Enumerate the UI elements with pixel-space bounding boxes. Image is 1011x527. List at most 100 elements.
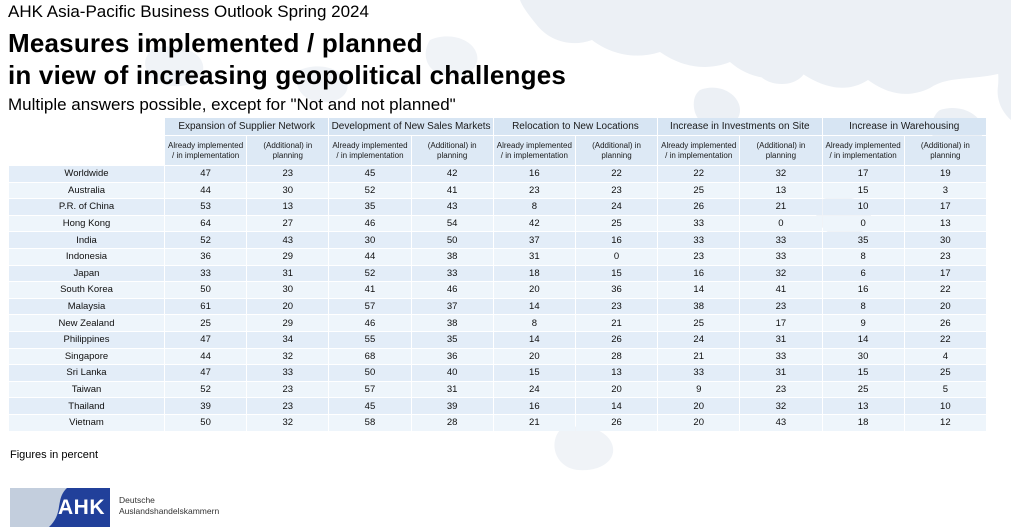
value-cell: 9 xyxy=(658,381,740,398)
value-cell: 26 xyxy=(575,414,658,431)
value-cell: 16 xyxy=(493,166,575,182)
value-cell: 20 xyxy=(575,381,658,398)
value-cell: 6 xyxy=(822,265,904,282)
value-cell: 23 xyxy=(740,298,822,315)
value-cell: 3 xyxy=(904,182,986,199)
value-cell: 31 xyxy=(247,265,329,282)
value-cell: 37 xyxy=(493,232,575,248)
value-cell: 23 xyxy=(247,166,329,182)
value-cell: 35 xyxy=(329,199,411,215)
value-cell: 10 xyxy=(904,398,986,414)
value-cell: 17 xyxy=(904,265,986,282)
value-cell: 30 xyxy=(247,282,329,298)
value-cell: 26 xyxy=(575,331,658,348)
value-cell: 16 xyxy=(575,232,658,248)
value-cell: 33 xyxy=(740,248,822,265)
value-cell: 61 xyxy=(165,298,247,315)
logo-org-name: Deutsche Auslandshandelskammern xyxy=(119,488,219,516)
value-cell: 30 xyxy=(822,348,904,365)
table-row: Australia 44 30 52 41 23 23 25 13 15 3 xyxy=(9,182,986,199)
country-label: Singapore xyxy=(9,348,164,365)
country-label: India xyxy=(9,232,164,248)
table-row: Hong Kong 64 27 46 54 42 25 33 0 0 13 xyxy=(9,215,986,232)
value-cell: 46 xyxy=(329,315,411,331)
value-cell: 14 xyxy=(493,298,575,315)
value-cell: 52 xyxy=(329,182,411,199)
table-row: P.R. of China 53 13 35 43 8 24 26 21 10 17 xyxy=(9,199,986,215)
value-cell: 20 xyxy=(658,398,740,414)
value-cell: 50 xyxy=(165,414,247,431)
value-cell: 46 xyxy=(411,282,493,298)
table-row: Indonesia 36 29 44 38 31 0 23 33 8 23 xyxy=(9,248,986,265)
value-cell: 44 xyxy=(165,182,247,199)
value-cell: 50 xyxy=(411,232,493,248)
column-group-header: Increase in Warehousing xyxy=(822,118,986,135)
value-cell: 35 xyxy=(411,331,493,348)
value-cell: 17 xyxy=(904,199,986,215)
logo-swoosh-graphic xyxy=(10,488,110,527)
value-cell: 44 xyxy=(329,248,411,265)
value-cell: 0 xyxy=(740,215,822,232)
value-cell: 0 xyxy=(822,215,904,232)
value-cell: 38 xyxy=(411,315,493,331)
country-label: Vietnam xyxy=(9,414,164,431)
country-label: Thailand xyxy=(9,398,164,414)
value-cell: 34 xyxy=(247,331,329,348)
value-cell: 21 xyxy=(658,348,740,365)
value-cell: 20 xyxy=(247,298,329,315)
subheader-planned: (Additional) in planning xyxy=(411,136,493,165)
value-cell: 25 xyxy=(575,215,658,232)
corner-cell xyxy=(9,136,164,165)
value-cell: 15 xyxy=(493,365,575,381)
subheader-implemented: Already implemented / in implementation xyxy=(658,136,740,165)
value-cell: 52 xyxy=(165,232,247,248)
subheader-implemented: Already implemented / in implementation xyxy=(822,136,904,165)
column-group-header: Increase in Investments on Site xyxy=(658,118,822,135)
value-cell: 18 xyxy=(493,265,575,282)
value-cell: 33 xyxy=(658,215,740,232)
value-cell: 41 xyxy=(329,282,411,298)
country-label: Philippines xyxy=(9,331,164,348)
country-label: Sri Lanka xyxy=(9,365,164,381)
column-group-header: Relocation to New Locations xyxy=(493,118,658,135)
value-cell: 13 xyxy=(247,199,329,215)
footer-note: Figures in percent xyxy=(10,449,99,461)
value-cell: 25 xyxy=(658,182,740,199)
table-row: Sri Lanka 47 33 50 40 15 13 33 31 15 25 xyxy=(9,365,986,381)
value-cell: 9 xyxy=(822,315,904,331)
value-cell: 23 xyxy=(493,182,575,199)
table-row: Philippines 47 34 55 35 14 26 24 31 14 22 xyxy=(9,331,986,348)
page-title: Measures implemented / planned in view o… xyxy=(8,28,566,91)
logo-block: AHK Deutsche Auslandshandelskammern xyxy=(10,488,219,527)
value-cell: 38 xyxy=(658,298,740,315)
table-row: India 52 43 30 50 37 16 33 33 35 30 xyxy=(9,232,986,248)
country-label: P.R. of China xyxy=(9,199,164,215)
value-cell: 36 xyxy=(411,348,493,365)
value-cell: 0 xyxy=(575,248,658,265)
value-cell: 33 xyxy=(165,265,247,282)
subheader-planned: (Additional) in planning xyxy=(575,136,658,165)
value-cell: 14 xyxy=(658,282,740,298)
value-cell: 28 xyxy=(575,348,658,365)
country-label: Worldwide xyxy=(9,166,164,182)
value-cell: 13 xyxy=(740,182,822,199)
value-cell: 37 xyxy=(411,298,493,315)
value-cell: 12 xyxy=(904,414,986,431)
value-cell: 24 xyxy=(658,331,740,348)
value-cell: 23 xyxy=(575,298,658,315)
value-cell: 20 xyxy=(658,414,740,431)
value-cell: 57 xyxy=(329,298,411,315)
report-name: AHK Asia-Pacific Business Outlook Spring… xyxy=(8,2,369,21)
value-cell: 8 xyxy=(822,248,904,265)
value-cell: 15 xyxy=(822,365,904,381)
value-cell: 29 xyxy=(247,248,329,265)
value-cell: 41 xyxy=(740,282,822,298)
value-cell: 8 xyxy=(493,315,575,331)
country-label: Hong Kong xyxy=(9,215,164,232)
value-cell: 21 xyxy=(493,414,575,431)
corner-cell xyxy=(9,118,164,135)
value-cell: 43 xyxy=(740,414,822,431)
table-row: Worldwide 47 23 45 42 16 22 22 32 17 19 xyxy=(9,166,986,182)
value-cell: 33 xyxy=(658,232,740,248)
value-cell: 30 xyxy=(904,232,986,248)
